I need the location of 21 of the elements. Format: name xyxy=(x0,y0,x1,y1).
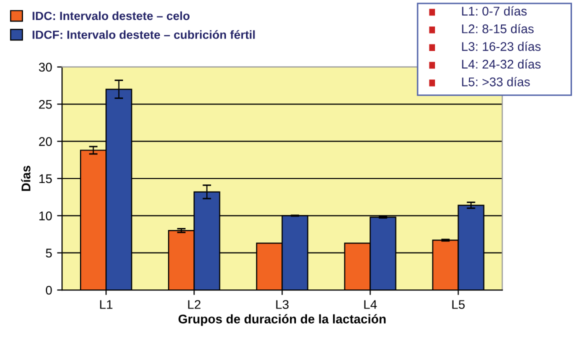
annotation: L4: 24-32 días xyxy=(462,59,541,69)
annotation: L5: >33 días xyxy=(462,76,530,86)
y-axis-title: Días xyxy=(21,166,30,191)
y-tick-label: 0 xyxy=(46,286,52,295)
x-tick-label: L3 xyxy=(276,300,289,309)
x-axis-title: Grupos de duración de la lactación xyxy=(178,314,386,326)
x-tick-label: L1 xyxy=(100,300,112,309)
text: L2: 8-15 días xyxy=(462,24,534,34)
text: L1: 0-7 días xyxy=(462,6,527,16)
x-tick-label: L2 xyxy=(188,300,200,309)
y-tick-label: 10 xyxy=(39,211,52,220)
legend-label: IDCF: Intervalo destete – cubrición fértil xyxy=(32,30,255,39)
x-tick-label: L4 xyxy=(364,300,377,309)
legend-label: IDC: Intervalo destete – celo xyxy=(32,11,190,20)
text: L3: 16-23 días xyxy=(462,42,541,51)
y-tick-label: 5 xyxy=(46,248,52,258)
x-tick-label: L5 xyxy=(452,300,465,309)
y-tick-label: 20 xyxy=(39,137,52,146)
y-tick-label: 25 xyxy=(39,100,52,109)
y-tick-label: 15 xyxy=(39,174,52,184)
y-tick-label: 30 xyxy=(38,62,52,72)
